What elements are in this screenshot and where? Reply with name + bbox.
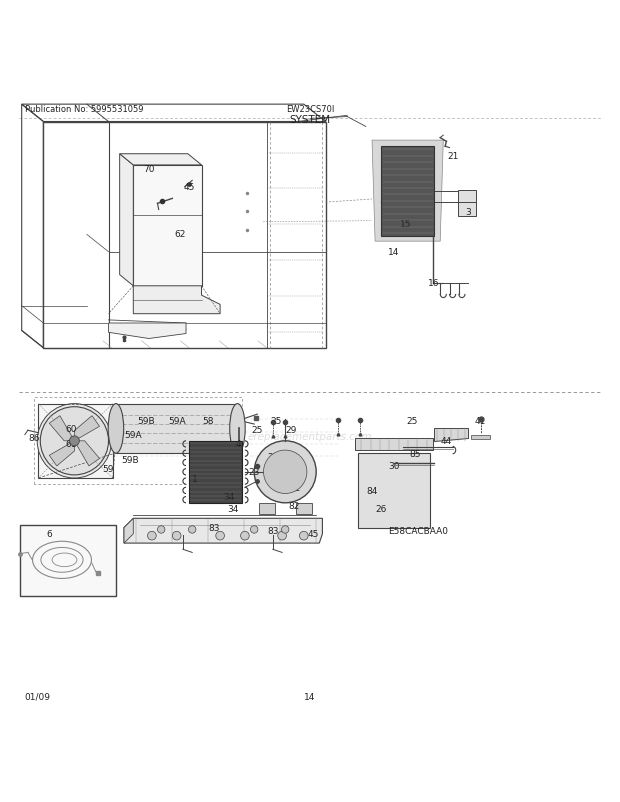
Text: 59B: 59B — [137, 416, 154, 425]
Bar — [458, 190, 476, 204]
Circle shape — [250, 526, 258, 533]
Polygon shape — [394, 454, 415, 476]
Bar — [259, 503, 275, 514]
Text: 23: 23 — [249, 467, 260, 476]
Text: 15: 15 — [401, 220, 412, 229]
Bar — [189, 441, 242, 503]
Polygon shape — [434, 429, 468, 441]
Text: 23: 23 — [267, 452, 278, 461]
Text: 59: 59 — [103, 464, 114, 474]
Text: 59A: 59A — [168, 416, 185, 425]
Text: 14: 14 — [388, 248, 399, 257]
Circle shape — [216, 532, 224, 541]
Polygon shape — [133, 286, 220, 314]
Bar — [296, 503, 312, 514]
Text: 59A: 59A — [125, 431, 142, 439]
Text: 62: 62 — [174, 229, 185, 238]
Text: 21: 21 — [447, 152, 458, 161]
Polygon shape — [372, 141, 443, 242]
Ellipse shape — [108, 404, 123, 454]
Circle shape — [254, 441, 316, 503]
Text: 45: 45 — [184, 183, 195, 192]
Polygon shape — [355, 438, 433, 451]
Text: 29: 29 — [286, 426, 297, 435]
Circle shape — [278, 532, 286, 541]
Polygon shape — [108, 323, 186, 339]
Polygon shape — [49, 416, 74, 441]
Text: 14: 14 — [304, 692, 316, 701]
Bar — [358, 454, 430, 528]
Text: 86: 86 — [29, 434, 40, 443]
Bar — [458, 203, 476, 217]
Polygon shape — [124, 519, 322, 544]
Text: 41: 41 — [475, 416, 486, 425]
Text: 82: 82 — [289, 502, 300, 511]
Text: 1: 1 — [192, 474, 198, 483]
Text: 4: 4 — [236, 439, 242, 449]
Circle shape — [148, 532, 156, 541]
Polygon shape — [38, 404, 113, 479]
Text: 01/09: 01/09 — [25, 692, 51, 701]
Polygon shape — [74, 441, 100, 466]
Text: 6: 6 — [46, 529, 53, 539]
Circle shape — [188, 526, 196, 533]
Text: 26: 26 — [376, 505, 387, 514]
Text: 34: 34 — [224, 492, 235, 501]
Text: ereplacementparts.com: ereplacementparts.com — [248, 431, 372, 441]
Text: 34: 34 — [227, 505, 238, 514]
Text: 83: 83 — [208, 524, 219, 533]
Bar — [381, 147, 434, 237]
Ellipse shape — [229, 404, 246, 454]
Text: 25: 25 — [407, 416, 418, 425]
Text: 59B: 59B — [122, 456, 139, 464]
Text: 25: 25 — [252, 426, 263, 435]
Bar — [20, 525, 116, 596]
Circle shape — [241, 532, 249, 541]
Polygon shape — [120, 155, 133, 286]
Text: 60: 60 — [66, 424, 77, 433]
Circle shape — [299, 532, 308, 541]
Text: 44: 44 — [441, 437, 452, 446]
Text: 83: 83 — [267, 527, 278, 536]
Text: E58CACBAA0: E58CACBAA0 — [389, 527, 448, 536]
Text: 58: 58 — [202, 416, 213, 425]
Text: 25: 25 — [270, 416, 281, 425]
Circle shape — [264, 451, 307, 494]
Text: 45: 45 — [308, 529, 319, 539]
Text: 22: 22 — [289, 483, 300, 492]
Text: 61: 61 — [66, 439, 77, 449]
Circle shape — [37, 404, 112, 479]
Circle shape — [69, 436, 79, 446]
Circle shape — [157, 526, 165, 533]
Polygon shape — [74, 416, 99, 441]
Polygon shape — [115, 404, 239, 454]
Polygon shape — [120, 155, 202, 166]
Text: 30: 30 — [388, 461, 399, 471]
Circle shape — [281, 526, 289, 533]
Polygon shape — [124, 519, 133, 544]
Circle shape — [172, 532, 181, 541]
Polygon shape — [133, 166, 202, 286]
Text: EW23CS70I: EW23CS70I — [286, 105, 334, 114]
Text: 3: 3 — [465, 208, 471, 217]
Text: Publication No: 5995531059: Publication No: 5995531059 — [25, 105, 143, 114]
Text: 70: 70 — [143, 164, 154, 173]
Polygon shape — [50, 441, 74, 466]
Circle shape — [40, 407, 108, 476]
Text: SYSTEM: SYSTEM — [290, 115, 330, 125]
Text: 84: 84 — [366, 486, 378, 496]
Text: 16: 16 — [428, 279, 440, 288]
Polygon shape — [471, 435, 490, 439]
Text: 85: 85 — [410, 449, 421, 458]
